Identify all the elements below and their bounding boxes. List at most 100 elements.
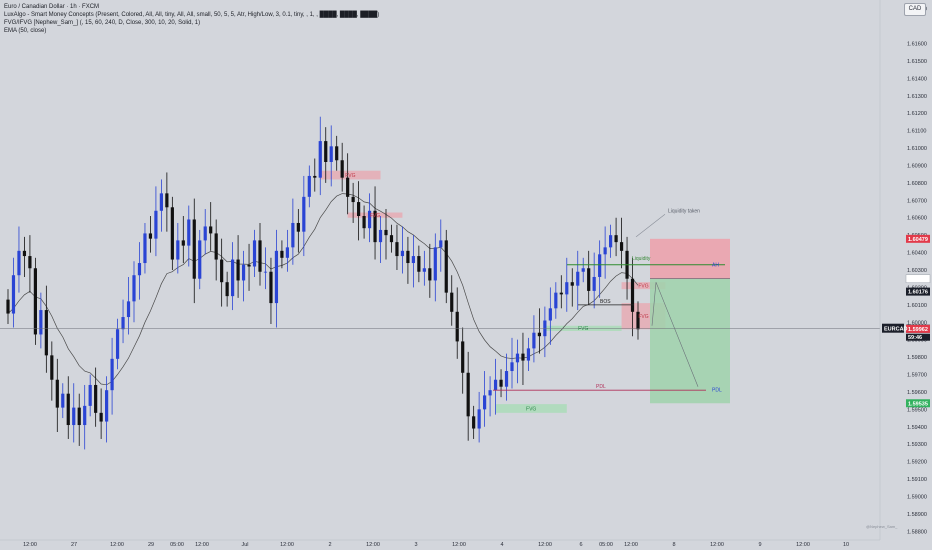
time-axis: 12:00 27 12:00 29 05:00 12:00 Jul 12:00 2 12:00 3 1… xyxy=(0,539,880,548)
candle-body xyxy=(521,353,525,361)
y-tick-label: 1.59300 xyxy=(907,442,927,448)
x-tick-label: 12:00 xyxy=(624,542,638,548)
candle-body xyxy=(50,355,54,380)
candle-body xyxy=(170,207,174,260)
bos-label: BOS xyxy=(600,299,611,305)
fvg-box xyxy=(621,282,666,290)
candle-body xyxy=(105,390,109,422)
fvg-label: FVG xyxy=(638,314,648,320)
candle-body xyxy=(225,282,229,297)
price-tag-value: 1.60176 xyxy=(908,290,928,296)
legend-smc-indicator[interactable]: LuxAlgo - Smart Money Concepts (Present,… xyxy=(4,12,380,18)
candle-body xyxy=(483,395,487,410)
candle-body xyxy=(17,250,21,276)
candle-body xyxy=(400,250,405,257)
fvg-label: FVG xyxy=(526,406,536,412)
candle-body xyxy=(198,240,202,279)
fvg-box xyxy=(495,404,567,413)
candle-body xyxy=(603,247,607,255)
price-axis: 1.618001.616001.615001.614001.613001.612… xyxy=(879,0,932,550)
candle-body xyxy=(94,384,98,413)
candle-body xyxy=(367,210,372,229)
price-tag-value: 1.60250 xyxy=(908,277,928,283)
candle-body xyxy=(411,256,415,264)
x-tick-label: 3 xyxy=(414,542,417,548)
take-profit-zone xyxy=(650,278,730,404)
candle-body xyxy=(6,299,10,314)
candle-body xyxy=(630,278,635,312)
candle-body xyxy=(395,242,399,257)
candle-body xyxy=(247,264,251,267)
y-tick-label: 1.59100 xyxy=(907,477,927,483)
zones xyxy=(320,170,730,413)
candle-body xyxy=(329,146,333,162)
x-tick-label: 29 xyxy=(148,542,154,548)
candle-body xyxy=(570,282,574,286)
candle-body xyxy=(72,407,76,426)
candle-body xyxy=(302,196,306,232)
price-tag xyxy=(906,234,930,243)
y-tick-label: 1.60400 xyxy=(907,251,927,257)
y-tick-label: 1.61000 xyxy=(907,146,927,152)
y-tick-label: 1.61600 xyxy=(907,42,927,48)
candle-body xyxy=(461,341,465,373)
candle-body xyxy=(433,247,437,281)
price-tag xyxy=(906,399,930,408)
x-tick-label: Jul xyxy=(241,542,248,548)
x-tick-label: 8 xyxy=(672,542,675,548)
candle-body xyxy=(532,332,536,349)
candle-body xyxy=(121,317,125,330)
price-tag-value: 1.60479 xyxy=(908,237,928,243)
candle-body xyxy=(241,264,246,281)
liquidity-taken-arrow xyxy=(635,214,666,238)
x-tick-label: 12:00 xyxy=(110,542,124,548)
x-tick-label: 12:00 xyxy=(710,542,724,548)
candle-body xyxy=(488,390,492,396)
x-tick-label: 27 xyxy=(71,542,77,548)
fvg-label: FVG xyxy=(370,213,380,219)
price-tag xyxy=(906,287,930,296)
candle-body xyxy=(619,242,624,251)
candle-body xyxy=(11,275,16,314)
candle-body xyxy=(209,226,213,234)
candle-body xyxy=(554,292,558,309)
candle-body xyxy=(477,409,481,429)
stop-loss-zone xyxy=(650,238,730,279)
ema-layer xyxy=(7,193,639,386)
candle-body xyxy=(132,275,136,302)
candle-body xyxy=(543,320,547,337)
candle-body xyxy=(274,250,279,304)
countdown-text: 59:46 xyxy=(908,335,922,341)
x-tick-label: 12:00 xyxy=(195,542,209,548)
candle-body xyxy=(636,311,640,330)
candle-body xyxy=(335,146,339,161)
y-tick-label: 1.61300 xyxy=(907,94,927,100)
candle-body xyxy=(61,393,65,408)
legend-fvg-indicator[interactable]: FVG/IFVG [Nephew_Sam_] (, 15, 60, 240, D… xyxy=(4,20,201,26)
candle-body xyxy=(126,301,131,318)
x-tick-label: 12:00 xyxy=(796,542,810,548)
candle-body xyxy=(362,216,366,229)
candle-body xyxy=(351,196,355,203)
y-tick-label: 1.59700 xyxy=(907,373,927,379)
candle-body xyxy=(406,250,410,264)
candle-body xyxy=(526,348,531,361)
candle-body xyxy=(269,271,273,304)
y-tick-label: 1.61200 xyxy=(907,111,927,117)
legend-ema-indicator[interactable]: EMA (50, close) xyxy=(4,28,47,34)
liquidity-taken-label: Liquidity taken xyxy=(668,209,700,215)
candle-body xyxy=(263,271,268,273)
fvg-label: FVG xyxy=(578,326,588,332)
y-tick-label: 1.60100 xyxy=(907,303,927,309)
currency-button[interactable]: CAD xyxy=(904,3,926,16)
candle-body xyxy=(450,292,454,312)
x-tick-label: 12:00 xyxy=(538,542,552,548)
price-tag-value: 1.59535 xyxy=(908,401,928,407)
legend-title: Euro / Canadian Dollar · 1h · FXCM xyxy=(4,4,100,10)
price-tag xyxy=(906,324,930,333)
y-tick-label: 1.59600 xyxy=(907,390,927,396)
pdl-end-label: PDL xyxy=(712,388,722,394)
candle-body xyxy=(66,393,70,426)
